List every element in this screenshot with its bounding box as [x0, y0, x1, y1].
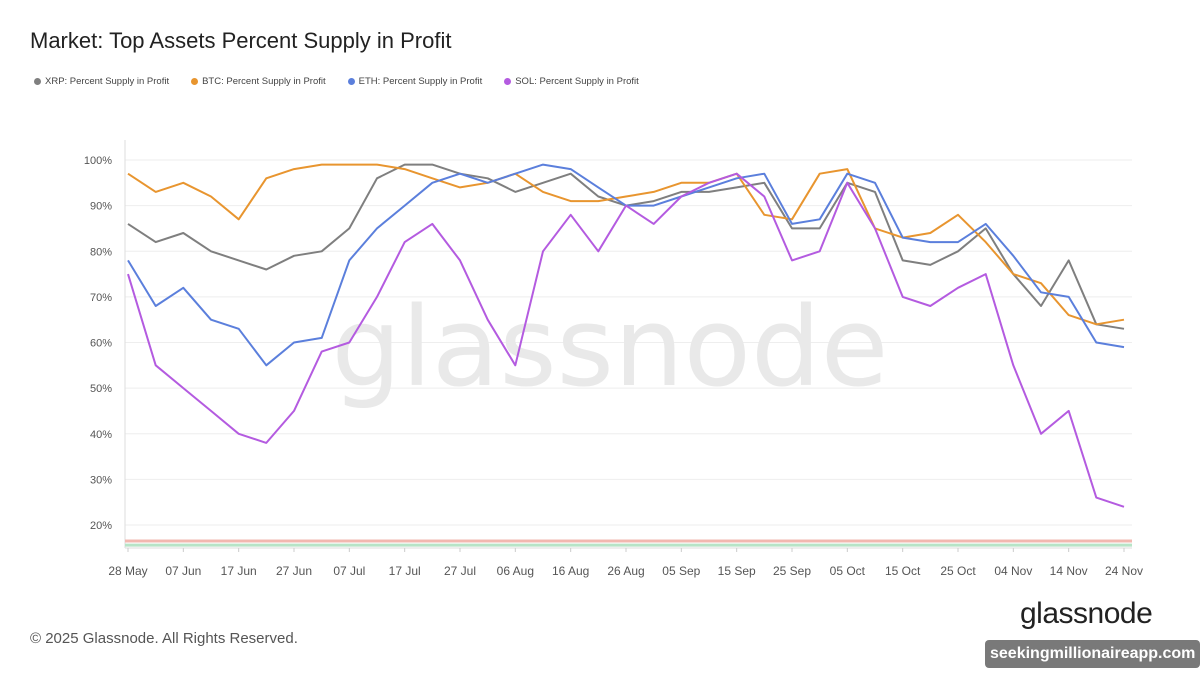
x-tick-label: 16 Aug: [552, 564, 589, 578]
x-tick-label: 28 May: [108, 564, 147, 578]
series-line-sol: [127, 172, 1125, 508]
x-tick-label: 25 Oct: [940, 564, 976, 578]
x-tick-label: 07 Jul: [333, 564, 365, 578]
legend-label: SOL: Percent Supply in Profit: [515, 76, 639, 87]
x-tick-label: 05 Sep: [662, 564, 700, 578]
legend-item[interactable]: ETH: Percent Supply in Profit: [347, 76, 483, 87]
x-tick-label: 14 Nov: [1050, 564, 1088, 578]
x-tick-label: 15 Sep: [718, 564, 756, 578]
y-tick-label: 60%: [90, 338, 112, 350]
x-tick-label: 26 Aug: [607, 564, 644, 578]
legend: XRP: Percent Supply in Profit BTC: Percen…: [34, 76, 639, 87]
x-tick-label: 27 Jun: [276, 564, 312, 578]
legend-item[interactable]: SOL: Percent Supply in Profit: [504, 76, 639, 87]
y-tick-label: 90%: [90, 201, 112, 213]
legend-label: ETH: Percent Supply in Profit: [358, 76, 483, 87]
y-tick-label: 80%: [90, 246, 112, 258]
watermark-badge: seekingmillionaireapp.com: [985, 640, 1200, 668]
y-tick-label: 50%: [90, 383, 112, 395]
x-tick-label: 25 Sep: [773, 564, 811, 578]
y-tick-label: 100%: [84, 155, 112, 167]
x-tick-label: 05 Oct: [830, 564, 866, 578]
y-tick-label: 30%: [90, 474, 112, 486]
y-tick-label: 70%: [90, 292, 112, 304]
legend-label: BTC: Percent Supply in Profit: [202, 76, 326, 87]
x-tick-label: 07 Jun: [165, 564, 201, 578]
chart-title: Market: Top Assets Percent Supply in Pro…: [30, 28, 452, 53]
y-tick-label: 40%: [90, 429, 112, 441]
x-tick-label: 15 Oct: [885, 564, 921, 578]
x-tick-label: 17 Jul: [389, 564, 421, 578]
watermark: glassnode: [332, 283, 889, 411]
x-tick-label: 24 Nov: [1105, 564, 1143, 578]
copyright: © 2025 Glassnode. All Rights Reserved.: [30, 630, 298, 647]
legend-dot: [347, 78, 355, 85]
legend-item[interactable]: BTC: Percent Supply in Profit: [191, 76, 326, 87]
x-tick-label: 27 Jul: [444, 564, 476, 578]
x-tick-label: 04 Nov: [994, 564, 1032, 578]
x-tick-label: 06 Aug: [497, 564, 534, 578]
legend-dot: [34, 78, 41, 85]
x-tick-label: 17 Jun: [221, 564, 257, 578]
glassnode-logo: glassnode: [1020, 597, 1153, 630]
legend-dot: [504, 78, 512, 85]
y-tick-label: 20%: [90, 520, 112, 532]
legend-dot: [191, 78, 199, 85]
legend-item[interactable]: XRP: Percent Supply in Profit: [34, 76, 169, 87]
legend-label: XRP: Percent Supply in Profit: [45, 76, 170, 87]
